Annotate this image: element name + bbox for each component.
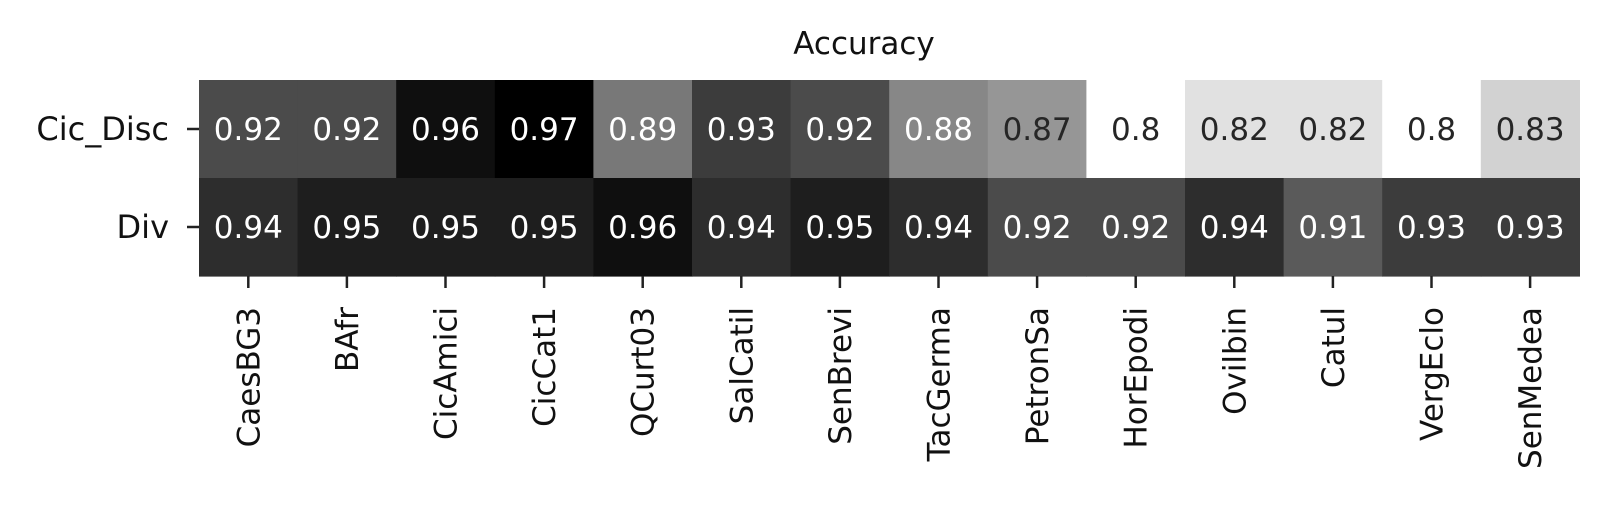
- cell-div-cicamici: [396, 178, 496, 277]
- cell-cic-disc-ciccat1: [494, 80, 594, 179]
- cell-value-cic-disc-bafr: 0.92: [312, 112, 381, 148]
- cell-value-cic-disc-tacgerma: 0.88: [904, 112, 973, 148]
- cell-value-div-qcurt03: 0.96: [608, 210, 677, 246]
- cell-value-div-cicamici: 0.95: [411, 210, 480, 246]
- column-label-cicamici: CicAmici: [429, 307, 465, 440]
- cell-div-senmedea: [1480, 178, 1580, 277]
- column-label-qcurt03: QCurt03: [626, 307, 662, 437]
- cell-value-cic-disc-caesbg3: 0.92: [214, 112, 283, 148]
- cell-value-cic-disc-ciccat1: 0.97: [510, 112, 579, 148]
- cell-value-div-vergeclo: 0.93: [1397, 210, 1466, 246]
- cell-value-div-horepodi: 0.92: [1101, 210, 1170, 246]
- cell-value-div-catul: 0.91: [1298, 210, 1367, 246]
- cell-value-cic-disc-vergeclo: 0.8: [1407, 112, 1456, 148]
- cell-div-tacgerma: [889, 178, 989, 277]
- column-label-petronsa: PetronSa: [1020, 307, 1056, 445]
- cell-div-ciccat1: [494, 178, 594, 277]
- cell-div-senbrevi: [790, 178, 890, 277]
- cell-div-catul: [1283, 178, 1383, 277]
- row-axis: Cic_Disc Div: [36, 110, 199, 246]
- cell-cic-disc-catul: [1283, 80, 1383, 179]
- cell-value-div-ciccat1: 0.95: [510, 210, 579, 246]
- column-label-caesbg3: CaesBG3: [231, 307, 267, 447]
- cell-cic-disc-bafr: [297, 80, 397, 179]
- row-label-div: Div: [117, 208, 169, 246]
- cell-value-cic-disc-horepodi: 0.8: [1111, 112, 1160, 148]
- cell-value-div-ovilbin: 0.94: [1200, 210, 1269, 246]
- column-label-senmedea: SenMedea: [1513, 307, 1549, 469]
- cell-value-cic-disc-senmedea: 0.83: [1496, 112, 1565, 148]
- column-label-catul: Catul: [1316, 307, 1352, 388]
- column-axis: CaesBG3 BAfr CicAmici CicCat1 QCurt03 SalCati…: [231, 276, 1549, 469]
- cell-div-horepodi: [1086, 178, 1186, 277]
- cell-cic-disc-qcurt03: [593, 80, 693, 179]
- cell-value-div-senbrevi: 0.95: [805, 210, 874, 246]
- cell-value-cic-disc-qcurt03: 0.89: [608, 112, 677, 148]
- cell-cic-disc-senbrevi: [790, 80, 890, 179]
- cell-cic-disc-caesbg3: [199, 80, 299, 179]
- cell-cic-disc-senmedea: [1480, 80, 1580, 179]
- cell-value-cic-disc-cicamici: 0.96: [411, 112, 480, 148]
- column-label-ovilbin: Ovilbin: [1217, 307, 1253, 415]
- cell-value-div-petronsa: 0.92: [1003, 210, 1072, 246]
- cell-cic-disc-tacgerma: [889, 80, 989, 179]
- cell-div-bafr: [297, 178, 397, 277]
- cell-cic-disc-cicamici: [396, 80, 496, 179]
- cell-div-caesbg3: [199, 178, 299, 277]
- cell-cic-disc-salcatil: [692, 80, 792, 179]
- heatmap-cell-labels: 0.92 0.92 0.96 0.97 0.89 0.93 0.92 0.88 0.87 0.8 0…: [214, 112, 1565, 246]
- column-label-senbrevi: SenBrevi: [823, 307, 859, 445]
- cell-cic-disc-vergeclo: [1382, 80, 1482, 179]
- cell-div-vergeclo: [1382, 178, 1482, 277]
- cell-value-div-salcatil: 0.94: [707, 210, 776, 246]
- cell-value-div-bafr: 0.95: [312, 210, 381, 246]
- cell-value-div-caesbg3: 0.94: [214, 210, 283, 246]
- cell-div-petronsa: [987, 178, 1087, 277]
- column-label-ciccat1: CicCat1: [527, 307, 563, 427]
- cell-value-cic-disc-catul: 0.82: [1298, 112, 1367, 148]
- heatmap-cells: [199, 80, 1580, 277]
- column-label-horepodi: HorEpodi: [1119, 307, 1155, 449]
- cell-value-cic-disc-ovilbin: 0.82: [1200, 112, 1269, 148]
- chart-title: Accuracy: [793, 26, 935, 62]
- column-label-tacgerma: TacGerma: [922, 307, 958, 462]
- cell-value-cic-disc-senbrevi: 0.92: [805, 112, 874, 148]
- cell-cic-disc-ovilbin: [1185, 80, 1285, 179]
- column-label-bafr: BAfr: [330, 307, 366, 372]
- row-label-cic-disc: Cic_Disc: [36, 110, 169, 148]
- cell-value-cic-disc-salcatil: 0.93: [707, 112, 776, 148]
- cell-value-div-tacgerma: 0.94: [904, 210, 973, 246]
- cell-cic-disc-petronsa: [987, 80, 1087, 179]
- cell-div-ovilbin: [1185, 178, 1285, 277]
- column-label-vergeclo: VergEclo: [1415, 307, 1451, 441]
- cell-div-salcatil: [692, 178, 792, 277]
- column-label-salcatil: SalCatil: [724, 307, 760, 424]
- cell-cic-disc-horepodi: [1086, 80, 1186, 179]
- cell-value-cic-disc-petronsa: 0.87: [1003, 112, 1072, 148]
- cell-div-qcurt03: [593, 178, 693, 277]
- cell-value-div-senmedea: 0.93: [1496, 210, 1565, 246]
